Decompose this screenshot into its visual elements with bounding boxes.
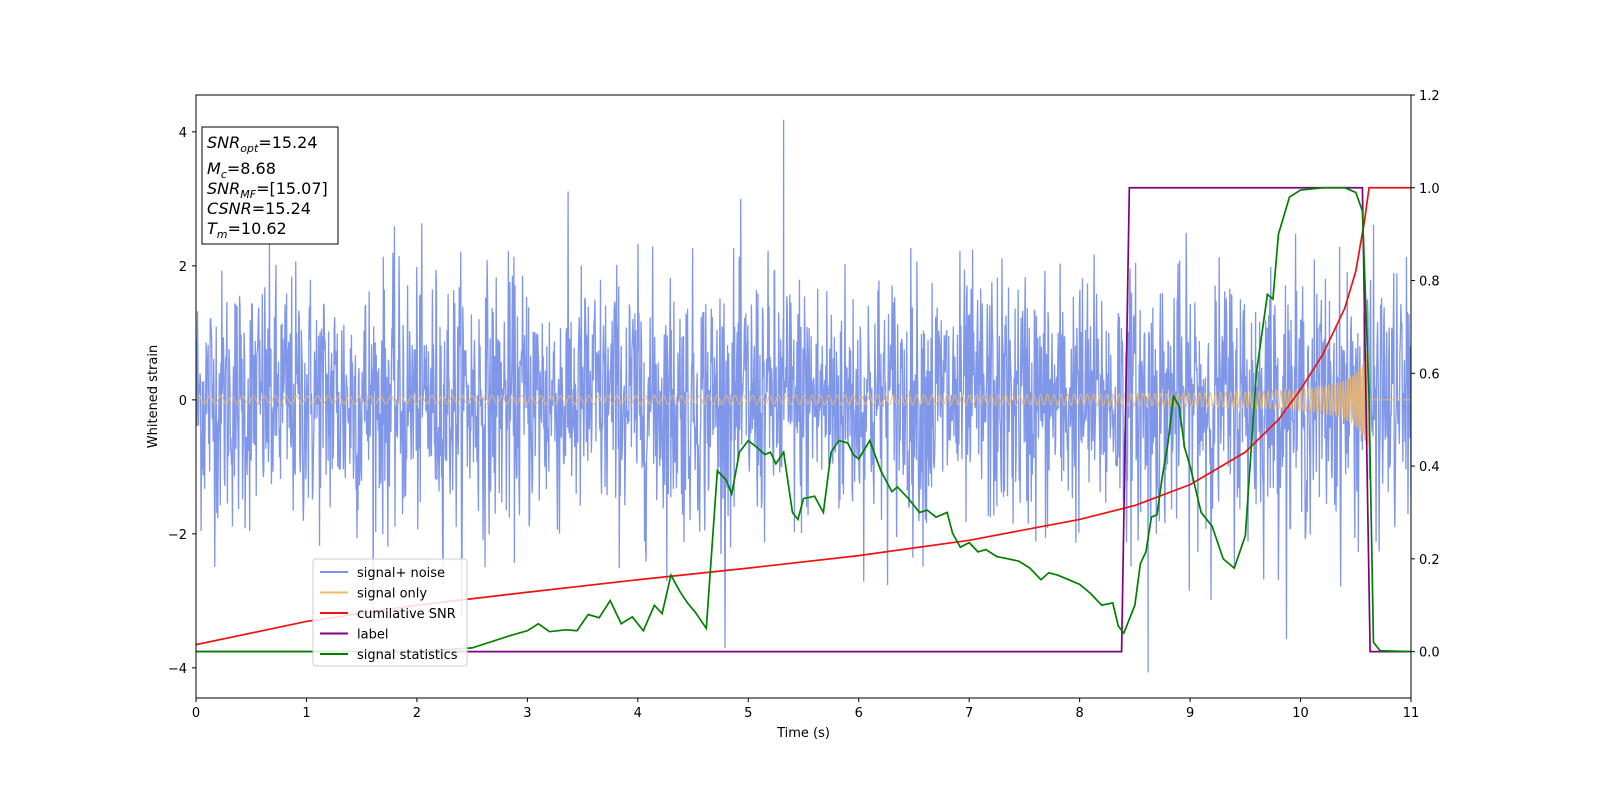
y-axis-label: Whitened strain <box>146 345 161 448</box>
x-tick-label: 9 <box>1186 706 1194 721</box>
y-axis-left-ticks: −4 −2 0 2 4 <box>168 126 196 677</box>
info-box-line: Mc=8.68 <box>207 159 276 181</box>
y-right-tick-label: 0.8 <box>1419 275 1440 290</box>
y-right-tick-label: 0.6 <box>1419 367 1440 382</box>
y-right-tick-label: 1.2 <box>1419 89 1440 104</box>
x-tick-label: 0 <box>192 706 200 721</box>
x-tick-label: 6 <box>855 706 863 721</box>
y-left-tick-label: 4 <box>179 126 187 141</box>
x-axis-label: Time (s) <box>776 726 830 741</box>
info-box-line: SNRopt=15.24 <box>207 133 318 155</box>
data-layer <box>196 119 1411 673</box>
legend-label: cumilative SNR <box>357 607 456 622</box>
series-signal-statistics-line <box>196 186 1411 653</box>
x-axis-ticks: 0 1 2 3 4 5 6 7 8 9 10 11 <box>192 698 1419 721</box>
legend-label: signal only <box>357 587 427 602</box>
info-box-line: CSNR=15.24 <box>207 199 311 218</box>
x-tick-label: 3 <box>523 706 531 721</box>
y-left-tick-label: 2 <box>179 260 187 275</box>
y-axis-right-ticks: 0.0 0.2 0.4 0.6 0.8 1.0 1.2 <box>1411 89 1440 661</box>
legend: signal+ noise signal only cumilative SNR la… <box>312 558 468 667</box>
y-right-tick-label: 0.4 <box>1419 460 1440 475</box>
series-label-line <box>196 186 1411 653</box>
y-right-tick-label: 0.2 <box>1419 553 1440 568</box>
y-left-tick-label: −2 <box>168 528 187 543</box>
legend-label: signal statistics <box>357 648 458 663</box>
info-box-line: Tm=10.62 <box>207 219 287 241</box>
series-signal-only-line <box>196 349 1411 447</box>
legend-frame <box>312 558 468 667</box>
info-box-line: SNRMF=[15.07] <box>207 179 328 201</box>
x-tick-label: 1 <box>302 706 310 721</box>
legend-label: label <box>357 628 388 643</box>
legend-label: signal+ noise <box>357 566 445 581</box>
y-right-tick-label: 0.0 <box>1419 646 1440 661</box>
x-tick-label: 8 <box>1075 706 1083 721</box>
y-left-tick-label: 0 <box>179 394 187 409</box>
plot-frame <box>195 94 1412 699</box>
x-tick-label: 10 <box>1292 706 1309 721</box>
x-tick-label: 11 <box>1403 706 1420 721</box>
series-signal-noise-line <box>196 119 1411 673</box>
y-right-tick-label: 1.0 <box>1419 182 1440 197</box>
y-left-tick-label: −4 <box>168 662 187 677</box>
x-tick-label: 4 <box>634 706 642 721</box>
series-cumulative-snr-line <box>196 186 1411 646</box>
x-tick-label: 5 <box>744 706 752 721</box>
info-box-frame <box>201 126 339 245</box>
x-tick-label: 7 <box>965 706 973 721</box>
info-box: SNRopt=15.24 Mc=8.68SNRMF=[15.07]CSNR=15.… <box>201 126 339 245</box>
x-tick-label: 2 <box>413 706 421 721</box>
